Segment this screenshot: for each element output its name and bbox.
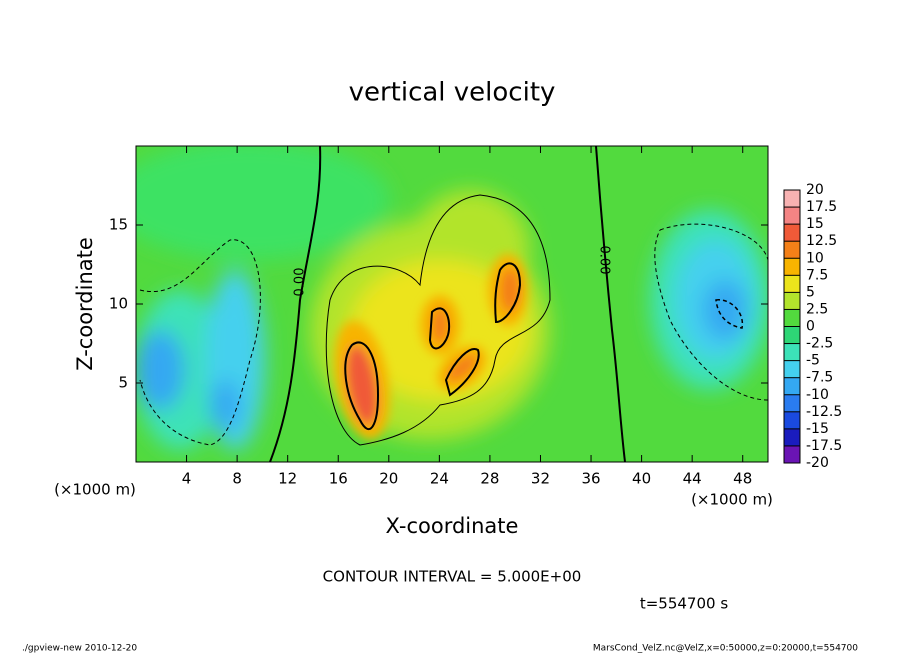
colorbar-label: 7.5 xyxy=(806,267,828,283)
colorbar-band xyxy=(784,224,800,242)
x-tick-label: 24 xyxy=(430,470,449,488)
colorbar-label: 20 xyxy=(806,182,824,198)
colorbar-label: 17.5 xyxy=(806,199,837,215)
colorbar-label: -10 xyxy=(806,387,829,403)
colorbar-band xyxy=(784,326,800,344)
colorbar-label: -17.5 xyxy=(806,438,842,454)
colorbar-label: 5 xyxy=(806,284,815,300)
colorbar-label: -15 xyxy=(806,421,829,437)
colorbar-band xyxy=(784,445,800,463)
colorbar-label: 15 xyxy=(806,216,824,232)
colorbar-label: -20 xyxy=(806,455,829,471)
colorbar-band xyxy=(784,241,800,259)
field xyxy=(136,146,768,462)
colorbar-band xyxy=(784,394,800,412)
colorbar-label: -2.5 xyxy=(806,336,833,352)
x-tick-label: 36 xyxy=(581,470,600,488)
x-tick-label: 8 xyxy=(232,470,242,488)
x-tick-label: 32 xyxy=(531,470,550,488)
colorbar-band xyxy=(784,411,800,429)
x-tick-label: 12 xyxy=(278,470,297,488)
x-axis-label: X-coordinate xyxy=(386,514,519,538)
colorbar-label: 2.5 xyxy=(806,301,828,317)
x-tick-label: 28 xyxy=(480,470,499,488)
x-unit-label: (×1000 m) xyxy=(691,491,773,509)
x-unit-label: (×1000 m) xyxy=(54,481,136,499)
footer-left: ./gpview-new 2010-12-20 xyxy=(22,644,137,654)
colorbar-band xyxy=(784,292,800,310)
y-tick-label: 5 xyxy=(118,374,128,392)
colorbar-band xyxy=(784,377,800,395)
colorbar-label: 0 xyxy=(806,319,815,335)
colorbar-band xyxy=(784,309,800,327)
contour-label: 0.00 xyxy=(293,268,308,297)
colorbar-label: 10 xyxy=(806,250,824,266)
x-tick-label: 20 xyxy=(379,470,398,488)
colorbar-label: -5 xyxy=(806,353,820,369)
y-axis-label: Z-coordinate xyxy=(73,237,97,371)
y-tick-label: 10 xyxy=(109,295,128,313)
x-tick-label: 4 xyxy=(182,470,192,488)
contour-label: 0.00 xyxy=(597,246,612,275)
x-tick-label: 16 xyxy=(329,470,348,488)
x-tick-label: 48 xyxy=(733,470,752,488)
chart-title: vertical velocity xyxy=(349,78,556,108)
colorbar-band xyxy=(784,360,800,378)
colorbar-band xyxy=(784,343,800,361)
x-tick-label: 40 xyxy=(632,470,651,488)
colorbar-band xyxy=(784,275,800,293)
colorbar-band xyxy=(784,207,800,225)
colorbar-label: -12.5 xyxy=(806,404,842,420)
time-label: t=554700 s xyxy=(640,595,728,613)
footer-right: MarsCond_VelZ.nc@VelZ,x=0:50000,z=0:2000… xyxy=(593,644,858,654)
colorbar-label: 12.5 xyxy=(806,233,837,249)
contour-interval: CONTOUR INTERVAL = 5.000E+00 xyxy=(323,568,582,586)
x-tick-label: 44 xyxy=(683,470,702,488)
colorbar-band xyxy=(784,190,800,208)
colorbar-label: -7.5 xyxy=(806,370,833,386)
colorbar-band xyxy=(784,258,800,276)
y-tick-label: 15 xyxy=(109,216,128,234)
colorbar-band xyxy=(784,428,800,446)
